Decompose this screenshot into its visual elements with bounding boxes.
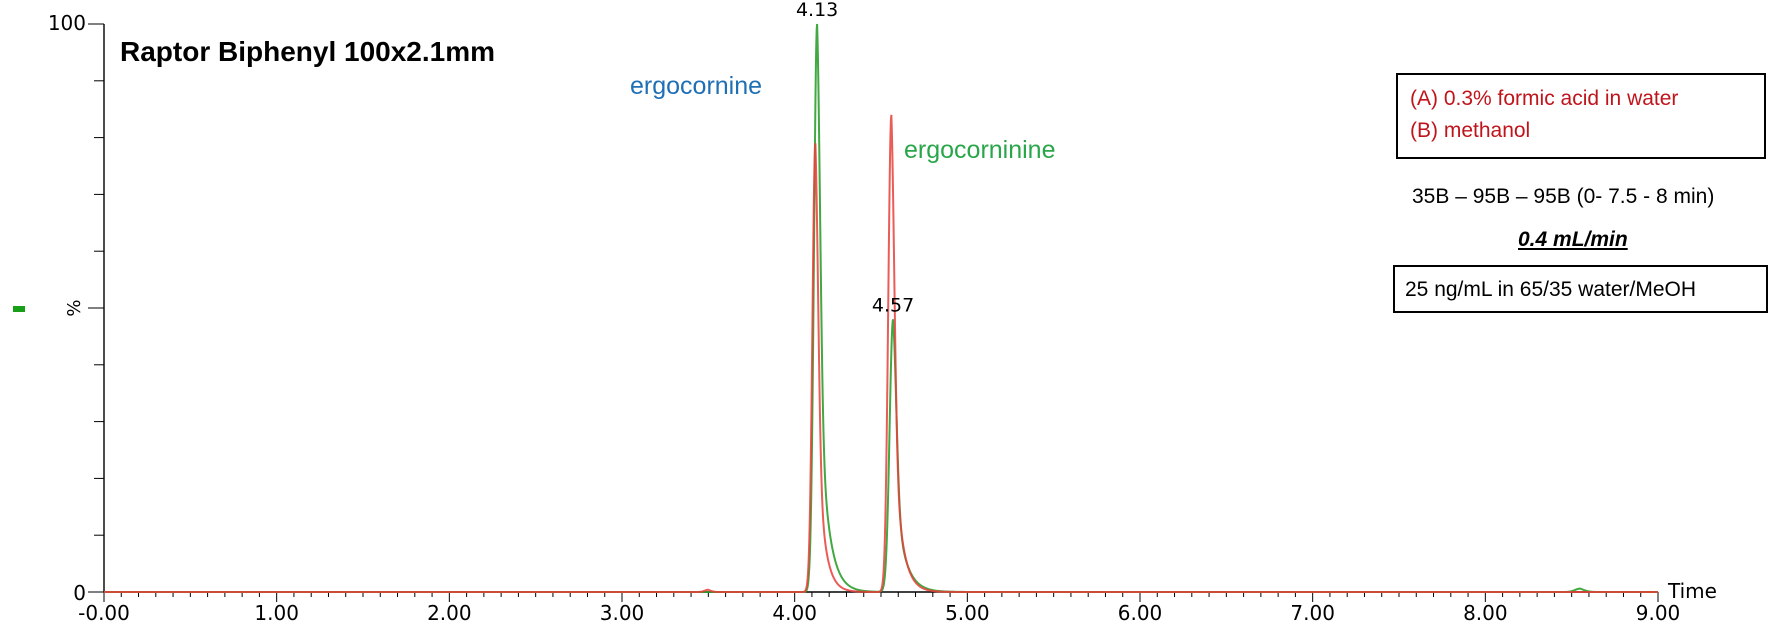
flow-rate: 0.4 mL/min — [1518, 228, 1628, 251]
x-tick-label: 5.00 — [945, 601, 990, 625]
x-tick-label: 3.00 — [600, 601, 645, 625]
chromatogram-trace — [104, 114, 1658, 593]
chart-labels: 100 0% -0.00 1.00 2.00 3.00 4.00 5.00 6.00 7.00 8.… — [48, 0, 1717, 625]
chart-traces — [104, 23, 1658, 593]
mobile-phase-b: (B) methanol — [1410, 119, 1531, 142]
gradient-text: 35B – 95B – 95B (0- 7.5 - 8 min) — [1412, 185, 1715, 208]
peak-rt-label: 4.13 — [796, 0, 838, 21]
x-tick-label: 2.00 — [427, 601, 472, 625]
mobile-phase-box: (A) 0.3% formic acid in water (B) methan… — [1396, 73, 1766, 159]
chart-title: Raptor Biphenyl 100x2.1mm — [120, 36, 496, 67]
x-tick-label: 7.00 — [1290, 601, 1335, 625]
x-tick-label: 1.00 — [254, 601, 299, 625]
mobile-phase-a: (A) 0.3% formic acid in water — [1410, 87, 1679, 110]
y-axis-label: % — [64, 299, 85, 316]
peak-rt-label: 4.57 — [872, 294, 914, 316]
y-tick-label: 100 — [48, 11, 86, 35]
legend-marker — [13, 306, 25, 312]
x-axis-label: Time — [1667, 579, 1717, 603]
x-tick-label: 8.00 — [1463, 601, 1508, 625]
x-tick-label: 9.00 — [1636, 601, 1681, 625]
x-tick-label: -0.00 — [78, 601, 130, 625]
ergocornine-label: ergocornine — [630, 72, 763, 100]
y-tick-label: 0 — [73, 581, 86, 605]
sample-box: 25 ng/mL in 65/35 water/MeOH — [1393, 265, 1768, 313]
sample-text: 25 ng/mL in 65/35 water/MeOH — [1405, 278, 1697, 301]
x-tick-label: 6.00 — [1118, 601, 1163, 625]
x-tick-label: 4.00 — [772, 601, 817, 625]
ergocorninine-label: ergocorninine — [904, 136, 1056, 164]
